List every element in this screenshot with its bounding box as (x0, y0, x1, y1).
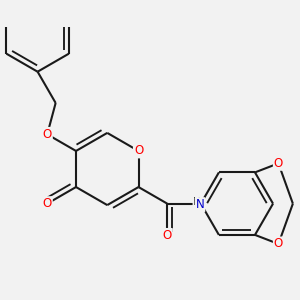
Text: O: O (274, 157, 283, 170)
Text: O: O (43, 197, 52, 210)
Text: O: O (274, 237, 283, 250)
Text: N: N (196, 198, 204, 211)
Text: O: O (134, 144, 143, 158)
Text: O: O (163, 229, 172, 242)
Text: O: O (43, 128, 52, 141)
Text: H: H (194, 197, 201, 207)
